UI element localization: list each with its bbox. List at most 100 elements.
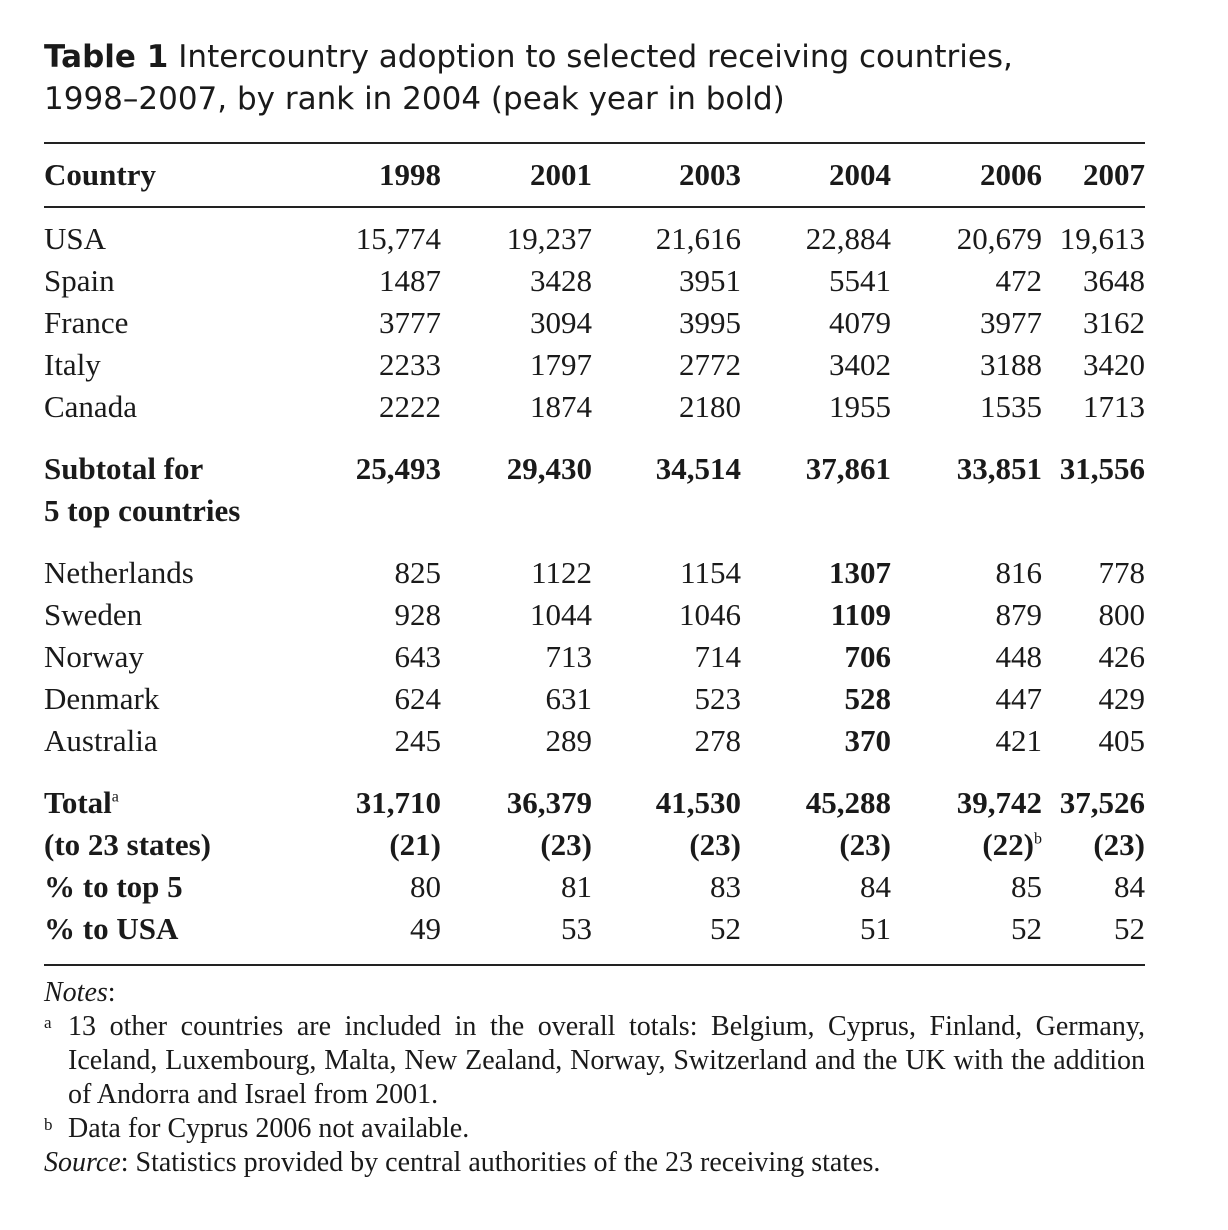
peak-value: 1109: [830, 597, 891, 632]
cell-value: 448: [995, 639, 1043, 674]
cell-value: 19,613: [1059, 221, 1145, 256]
footnote-a-mark: a: [44, 1013, 52, 1032]
pct-value: 52: [1114, 911, 1145, 946]
cell-value: 816: [995, 555, 1043, 590]
states-value: (23): [689, 827, 741, 862]
cell-value: 3995: [679, 305, 741, 340]
header-year: 2001: [530, 157, 592, 192]
cell-value: 421: [995, 723, 1043, 758]
subtotal-value: 34,514: [655, 451, 741, 486]
pct-value: 52: [1011, 911, 1042, 946]
table-row: Netherlands 825 1122 1154 1307 816 778: [44, 532, 1145, 594]
footnote-b-marker: b: [1034, 830, 1042, 848]
cell-value: 278: [694, 723, 742, 758]
cell-value: 2222: [379, 389, 441, 424]
subtotal-row: Subtotal for 25,493 29,430 34,514 37,861…: [44, 428, 1145, 490]
table-row: Spain 1487 3428 3951 5541 472 3648: [44, 260, 1145, 302]
subtotal-row-continued: 5 top countries: [44, 490, 1145, 532]
table-row: Norway 643 713 714 706 448 426: [44, 636, 1145, 678]
cell-value: 405: [1098, 723, 1146, 758]
pct-top5-row: % to top 5 80 81 83 84 85 84: [44, 866, 1145, 908]
cell-value: 429: [1098, 681, 1146, 716]
cell-value: 3648: [1083, 263, 1145, 298]
table-row: USA 15,774 19,237 21,616 22,884 20,679 1…: [44, 208, 1145, 260]
peak-value: 528: [844, 681, 892, 716]
pct-usa-row: % to USA 49 53 52 51 52 52: [44, 908, 1145, 950]
pct-value: 52: [710, 911, 741, 946]
cell-value: 22,884: [805, 221, 891, 256]
subtotal-value: 29,430: [506, 451, 592, 486]
peak-value: 370: [844, 723, 892, 758]
notes-heading-colon: :: [107, 977, 116, 1008]
cell-value: 1122: [531, 555, 592, 590]
total-value: 37,526: [1059, 785, 1145, 820]
country-name: Australia: [44, 723, 158, 758]
pct-value: 83: [710, 869, 741, 904]
table-figure: Table 1 Intercountry adoption to selected…: [44, 36, 1145, 1180]
total-value: 45,288: [805, 785, 891, 820]
total-value: 36,379: [506, 785, 592, 820]
cell-value: 800: [1098, 597, 1146, 632]
source-text: : Statistics provided by central authori…: [120, 1147, 881, 1178]
subtotal-label: Subtotal for: [44, 451, 204, 486]
cell-value: 879: [995, 597, 1043, 632]
cell-value: 1154: [680, 555, 741, 590]
cell-value: 472: [995, 263, 1043, 298]
cell-value: 714: [694, 639, 742, 674]
cell-value: 928: [394, 597, 442, 632]
states-value: (22)b: [891, 824, 1042, 866]
cell-value: 289: [545, 723, 593, 758]
cell-value: 643: [394, 639, 442, 674]
cell-value: 245: [394, 723, 442, 758]
pct-value: 53: [561, 911, 592, 946]
header-year: 2007: [1083, 157, 1145, 192]
footnote-a-text: 13 other countries are included in the o…: [68, 1011, 1145, 1110]
states-row: (to 23 states) (21) (23) (23) (23) (22)b…: [44, 824, 1145, 866]
header-row: Country 1998 2001 2003 2004 2006 2007: [44, 144, 1145, 206]
cell-value: 778: [1098, 555, 1146, 590]
cell-value: 447: [995, 681, 1043, 716]
table-notes: Notes: a 13 other countries are included…: [44, 976, 1145, 1180]
pct-value: 51: [860, 911, 891, 946]
pct-value: 84: [860, 869, 891, 904]
notes-heading: Notes:: [44, 976, 1145, 1010]
cell-value: 1797: [530, 347, 592, 382]
caption-line-2: 1998–2007, by rank in 2004 (peak year in…: [44, 81, 785, 117]
cell-value: 3951: [679, 263, 741, 298]
total-value: 41,530: [655, 785, 741, 820]
cell-value: 3188: [980, 347, 1042, 382]
table-row: Denmark 624 631 523 528 447 429: [44, 678, 1145, 720]
pct-value: 49: [410, 911, 441, 946]
adoption-table: Country 1998 2001 2003 2004 2006 2007 US…: [44, 144, 1145, 950]
top-rule: [44, 142, 1145, 144]
total-label-text: Total: [44, 785, 112, 820]
notes-heading-text: Notes: [44, 977, 108, 1008]
cell-value: 825: [394, 555, 442, 590]
country-name: Italy: [44, 347, 101, 382]
states-label: (to 23 states): [44, 827, 212, 862]
bottom-rule: [44, 964, 1145, 966]
pct-value: 80: [410, 869, 441, 904]
table-row: Canada 2222 1874 2180 1955 1535 1713: [44, 386, 1145, 428]
table-row: Italy 2233 1797 2772 3402 3188 3420: [44, 344, 1145, 386]
country-name: France: [44, 305, 129, 340]
source-note: Source: Statistics provided by central a…: [44, 1146, 1145, 1180]
cell-value: 3402: [829, 347, 891, 382]
cell-value: 19,237: [506, 221, 592, 256]
subtotal-value: 33,851: [956, 451, 1042, 486]
cell-value: 3420: [1083, 347, 1145, 382]
footnote-a: a 13 other countries are included in the…: [44, 1010, 1145, 1112]
header-year: 2006: [980, 157, 1042, 192]
pct-top5-label: % to top 5: [44, 869, 183, 904]
source-label: Source: [44, 1147, 121, 1178]
header-year: 2004: [829, 157, 891, 192]
cell-value: 21,616: [655, 221, 741, 256]
cell-value: 1535: [980, 389, 1042, 424]
pct-usa-label: % to USA: [44, 911, 179, 946]
country-name: USA: [44, 221, 107, 256]
peak-value: 706: [844, 639, 892, 674]
footnote-a-marker: a: [111, 788, 119, 806]
country-name: Sweden: [44, 597, 143, 632]
pct-value: 81: [561, 869, 592, 904]
country-name: Spain: [44, 263, 115, 298]
